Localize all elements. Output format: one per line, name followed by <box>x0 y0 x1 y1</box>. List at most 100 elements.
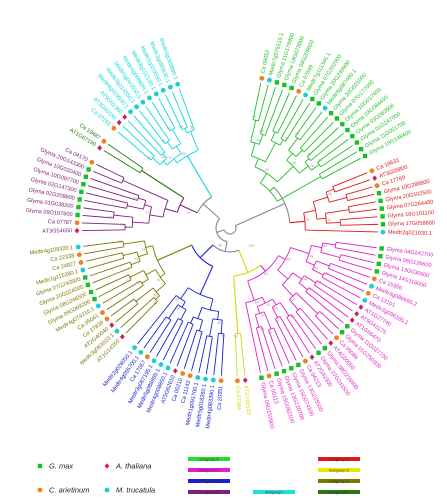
bootstrap-value: 100 <box>248 244 254 248</box>
legend-species-marker <box>37 487 43 493</box>
tree-branch <box>169 328 186 364</box>
tree-branch <box>272 118 279 132</box>
bootstrap-value: 49 <box>309 254 313 258</box>
bootstrap-value: 40 <box>157 278 161 282</box>
leaf-label: Ca 11143 <box>180 380 192 404</box>
tree-branch <box>290 314 295 319</box>
tree-branch <box>149 142 162 156</box>
tree-branch <box>288 299 299 311</box>
tree-branch <box>324 272 347 284</box>
tree-branch <box>321 174 331 180</box>
species-marker-atha <box>109 322 115 328</box>
tree-branch <box>126 202 129 209</box>
tree-branch <box>294 127 302 137</box>
tree-branch <box>282 272 294 286</box>
legend-subgroup-swatch <box>318 468 360 472</box>
species-marker-cari <box>89 159 95 165</box>
bootstrap-value: 61 <box>308 153 312 157</box>
tree-branch <box>171 122 176 129</box>
tree-branch <box>85 256 106 262</box>
tree-branch <box>116 266 133 274</box>
tree-branch <box>199 266 214 295</box>
species-marker-cari <box>374 183 380 189</box>
species-marker-gmax <box>345 324 350 329</box>
bootstrap-value: 44 <box>303 277 307 281</box>
tree-branch <box>291 325 310 354</box>
legend-subgroup-swatch <box>188 468 230 472</box>
species-marker-atha <box>116 119 122 126</box>
tree-branch <box>98 282 127 298</box>
leaf-label: Glyma 17G058600 <box>388 220 435 227</box>
tree-branch <box>260 133 266 136</box>
bootstrap-value: 66 <box>136 281 140 285</box>
tree-branch <box>316 217 327 220</box>
tree-branch <box>336 271 368 285</box>
bootstrap-value: 45 <box>153 301 157 305</box>
tree-branch <box>209 318 214 337</box>
tree-branch <box>306 116 329 142</box>
tree-branch <box>88 185 125 197</box>
tree-branch <box>184 322 189 330</box>
bootstrap-value: 44 <box>320 312 324 316</box>
tree-branch <box>156 337 168 357</box>
species-marker-cari <box>187 373 193 379</box>
legend-subgroup-label: Subgroup A <box>199 457 219 461</box>
tree-branch <box>135 287 154 302</box>
leaf-label: Ca 22338 <box>50 253 75 263</box>
legend-subgroup-label: Subgroup D <box>329 468 350 472</box>
tree-branch <box>177 304 187 311</box>
tree-branch <box>190 131 199 151</box>
bootstrap-value: 63 <box>221 335 225 339</box>
tree-branch <box>358 201 376 206</box>
bootstrap-value: 77 <box>109 215 113 219</box>
bootstrap-value: 45 <box>217 321 221 325</box>
tree-branch <box>356 216 378 219</box>
species-marker-gmax <box>378 253 383 259</box>
tree-branch <box>304 275 316 284</box>
tree-branch <box>257 298 273 307</box>
tree-branch <box>84 199 104 205</box>
tree-branch <box>272 298 277 306</box>
leaf-label: Ca 07064 <box>234 386 241 411</box>
bootstrap-value: 63 <box>264 272 268 276</box>
bootstrap-value: 85 <box>325 272 329 276</box>
tree-branch <box>305 291 324 307</box>
tree-branch <box>288 149 297 157</box>
leaf-label: Glyma 09G107600 <box>25 208 72 218</box>
tree-branch <box>282 284 294 297</box>
legend-species-label: C. arietinum <box>49 486 89 495</box>
tree-branch <box>303 212 306 231</box>
tree-branch <box>212 318 223 321</box>
tree-branch <box>347 197 358 201</box>
tree-branch <box>143 327 160 349</box>
tree-branch <box>332 184 338 188</box>
tree-branch <box>262 351 269 372</box>
legend-species-marker <box>37 463 43 469</box>
tree-branch <box>305 245 312 262</box>
leaf-label: Medtr2g021030.1 <box>388 230 432 237</box>
tree-branch <box>138 253 148 258</box>
tree-branch <box>238 250 249 273</box>
tree-branch <box>190 316 194 324</box>
tree-branch <box>276 166 294 183</box>
species-marker-gmax <box>79 189 84 194</box>
leaf-label: Ca 00113 <box>267 380 279 405</box>
tree-branch <box>310 156 317 161</box>
bootstrap-value: 91 <box>162 139 166 143</box>
bootstrap-value: 65 <box>275 319 279 323</box>
bootstrap-value: 63 <box>291 298 295 302</box>
tree-branch <box>198 340 207 373</box>
tree-branch <box>90 178 110 186</box>
legend-subgroup-swatch <box>188 490 230 494</box>
tree-branch <box>312 260 317 270</box>
species-marker-cari <box>104 316 110 322</box>
tree-branch <box>199 320 204 331</box>
tree-branch <box>326 222 341 224</box>
tree-branch <box>162 327 181 361</box>
bootstrap-value: 54 <box>126 279 130 283</box>
leaf-label: Ca 24827 <box>52 261 77 272</box>
species-marker-atha <box>328 340 334 346</box>
tree-branch <box>264 119 272 136</box>
tree-branch <box>323 314 339 330</box>
